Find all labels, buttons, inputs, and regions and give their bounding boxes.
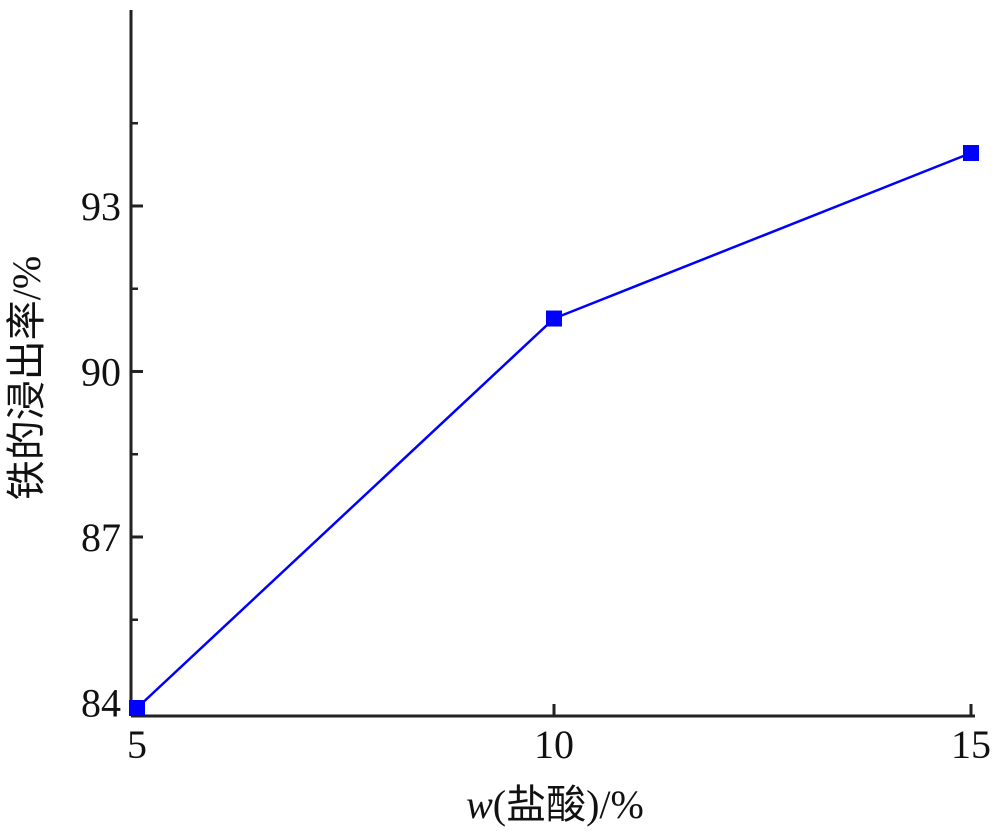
data-point-marker: [963, 145, 979, 162]
x-axis-title-rest: (盐酸)/%: [493, 782, 644, 827]
data-point-marker: [546, 310, 562, 327]
plot-area: 84 87 90 93 5 10 15: [81, 10, 991, 767]
y-axis-title: 铁的浸出率/%: [4, 256, 49, 500]
x-tick-label: 10: [534, 722, 574, 767]
y-ticks: 84 87 90 93: [81, 121, 143, 725]
series-layer: [129, 145, 979, 716]
x-axis-title: w(盐酸)/%: [466, 782, 644, 827]
x-tick-label: 15: [951, 722, 991, 767]
data-point-marker: [129, 700, 145, 716]
y-tick-label: 93: [81, 184, 121, 229]
x-ticks: 5 10 15: [127, 704, 991, 767]
x-tick-label: 5: [127, 722, 147, 767]
series-line: [136, 151, 972, 709]
y-tick-label: 90: [81, 349, 121, 394]
y-tick-label: 84: [81, 680, 121, 725]
y-tick-label: 87: [81, 515, 121, 560]
x-axis-title-variable: w: [466, 782, 493, 827]
